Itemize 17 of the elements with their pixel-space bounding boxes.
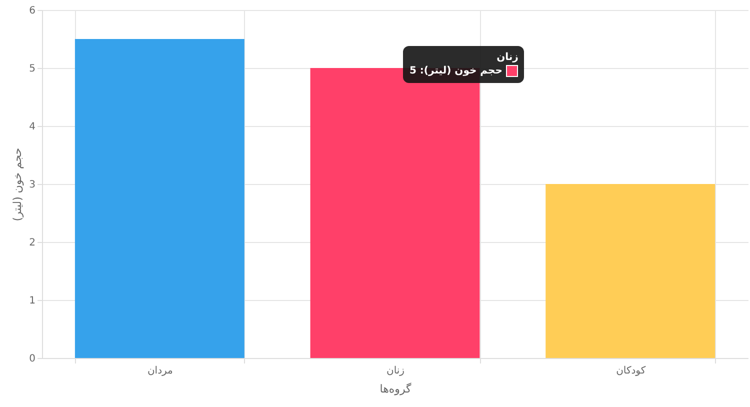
y-tick-label: 1 bbox=[29, 296, 36, 306]
x-tick-label: زنان bbox=[386, 366, 405, 376]
y-axis-title: حجم خون (لیتر) bbox=[11, 148, 24, 222]
y-tick-label: 4 bbox=[29, 122, 36, 132]
x-axis-title: گروه‌ها bbox=[380, 382, 412, 396]
x-tick-label: مردان bbox=[147, 366, 173, 376]
y-tick-label: 0 bbox=[29, 354, 36, 364]
annotation: حجم خون (لیتر): 5 bbox=[409, 65, 504, 77]
bar bbox=[74, 39, 244, 358]
tooltip: زنان حجم خون (لیتر): 5 bbox=[403, 46, 524, 83]
x-tick-label: کودکان bbox=[616, 366, 646, 376]
y-tick-label: 6 bbox=[29, 6, 36, 16]
y-tick-label: 5 bbox=[29, 64, 36, 74]
y-tick-label: 2 bbox=[29, 238, 36, 248]
y-tick-label: 3 bbox=[29, 180, 36, 190]
annotation: زنان bbox=[496, 52, 518, 63]
bar bbox=[546, 184, 716, 358]
